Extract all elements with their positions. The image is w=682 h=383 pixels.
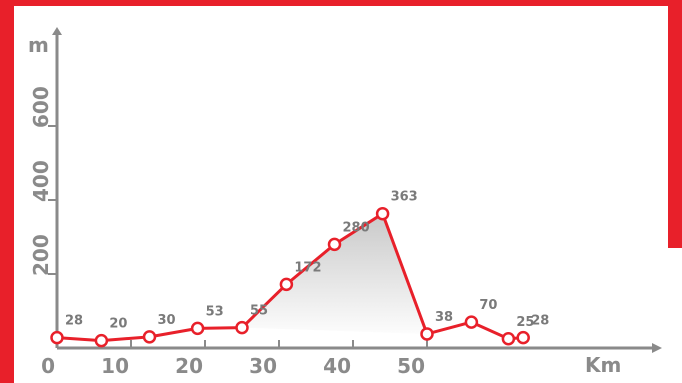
data-point-8 [420, 327, 434, 341]
area-layer [242, 213, 427, 334]
data-label-11: 28 [531, 314, 549, 329]
x-tick-label-0: 0 [41, 354, 55, 378]
y-axis-unit-label: m [28, 33, 49, 57]
data-point-2 [142, 330, 157, 344]
frame-left [0, 0, 14, 383]
frame-right [668, 0, 682, 248]
data-point-11 [516, 330, 530, 345]
frame-top [0, 0, 682, 6]
data-label-0: 28 [65, 314, 83, 329]
x-tick-label-30: 30 [249, 354, 277, 378]
x-tick-label-50: 50 [397, 354, 425, 378]
data-label-4: 55 [250, 304, 268, 319]
line-layer [56, 212, 524, 343]
x-tick-label-40: 40 [323, 354, 351, 378]
data-point-10 [501, 332, 516, 346]
x-tick-label-10: 10 [101, 354, 129, 378]
data-label-1: 20 [109, 317, 127, 332]
y-axis-arrow [52, 27, 62, 35]
data-point-9 [464, 315, 479, 329]
data-label-3: 53 [206, 304, 224, 319]
data-label-8: 38 [435, 310, 453, 325]
y-tick-label-200: 200 [29, 234, 53, 276]
x-axis-arrow [652, 343, 662, 353]
climb-area [242, 213, 427, 334]
y-tick-label-600: 600 [29, 86, 53, 128]
data-label-2: 30 [158, 313, 176, 328]
data-label-6: 280 [343, 220, 370, 235]
data-label-7: 363 [391, 190, 418, 205]
y-tick-label-400: 400 [29, 160, 53, 202]
data-point-7 [375, 206, 390, 221]
data-point-4 [235, 320, 249, 335]
data-label-9: 70 [479, 298, 497, 313]
data-point-5 [279, 277, 294, 292]
elevation-line [56, 212, 524, 343]
x-axis-unit-label: Km [585, 353, 621, 377]
data-point-3 [190, 321, 205, 336]
data-label-5: 172 [294, 260, 321, 275]
data-label-10: 25 [516, 315, 534, 330]
data-point-1 [94, 333, 109, 348]
marker-layer [50, 206, 530, 348]
x-tick-label-20: 20 [175, 354, 203, 378]
data-point-0 [50, 330, 64, 345]
data-point-6 [327, 237, 342, 252]
axes-layer: 0 10 20 30 40 50 200 400 600 [29, 27, 662, 378]
